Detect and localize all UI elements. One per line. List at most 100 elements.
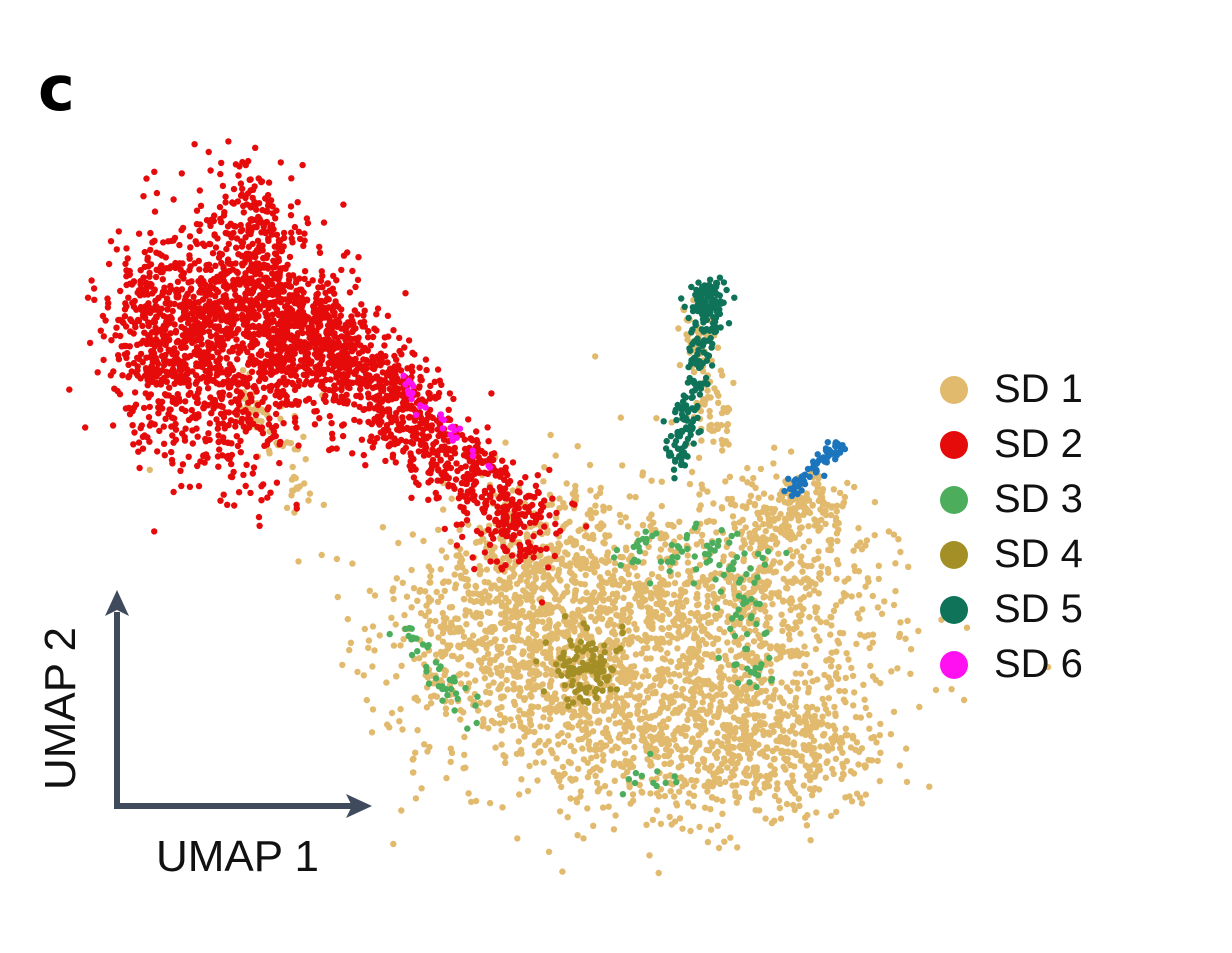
data-point xyxy=(462,612,469,619)
data-point xyxy=(167,282,174,290)
data-point xyxy=(800,504,807,511)
data-point xyxy=(200,373,207,381)
data-point xyxy=(643,638,650,645)
data-point xyxy=(171,415,178,422)
data-point xyxy=(169,366,177,373)
data-point xyxy=(787,536,794,543)
data-point xyxy=(832,755,840,762)
data-point xyxy=(462,568,469,575)
data-point xyxy=(472,677,479,684)
data-point xyxy=(588,754,595,762)
data-point xyxy=(498,662,505,669)
data-point xyxy=(147,261,155,268)
data-point xyxy=(594,626,602,633)
data-point xyxy=(88,277,95,284)
data-point xyxy=(746,545,754,552)
data-point xyxy=(963,624,971,631)
data-point xyxy=(710,438,717,445)
data-point xyxy=(798,611,805,619)
data-point xyxy=(729,697,736,705)
data-point xyxy=(186,483,194,490)
data-point xyxy=(813,809,820,816)
data-point xyxy=(787,606,794,614)
data-point xyxy=(948,686,955,693)
data-point xyxy=(265,404,272,411)
data-point xyxy=(163,295,171,302)
data-point xyxy=(481,675,488,682)
data-point xyxy=(621,738,629,745)
data-point xyxy=(572,587,579,594)
data-point xyxy=(653,807,661,814)
data-point xyxy=(866,644,873,652)
data-point xyxy=(854,542,861,549)
data-point xyxy=(833,508,840,515)
data-point xyxy=(532,567,539,575)
data-point xyxy=(639,521,647,529)
data-point xyxy=(109,422,117,429)
data-point xyxy=(687,827,694,835)
data-point xyxy=(805,689,812,696)
data-point xyxy=(721,838,728,845)
data-point xyxy=(225,138,232,145)
data-point xyxy=(796,524,804,532)
data-point xyxy=(146,269,153,277)
data-point xyxy=(788,560,795,568)
data-point xyxy=(563,583,571,590)
data-point xyxy=(741,721,748,728)
data-point xyxy=(577,793,584,800)
data-point xyxy=(485,682,492,689)
data-point xyxy=(760,490,768,497)
data-point xyxy=(869,592,876,600)
data-point xyxy=(526,707,534,715)
data-point xyxy=(316,249,324,256)
data-point xyxy=(567,742,574,750)
data-point xyxy=(173,339,181,346)
data-point xyxy=(842,674,849,682)
data-point xyxy=(752,627,759,634)
data-point xyxy=(809,717,816,724)
data-point xyxy=(629,791,637,798)
data-point xyxy=(484,650,492,657)
data-point xyxy=(742,779,750,787)
data-point xyxy=(691,625,699,632)
data-point xyxy=(703,603,711,611)
data-point xyxy=(237,180,245,187)
data-point xyxy=(182,373,189,380)
data-point xyxy=(226,348,233,355)
data-point xyxy=(722,778,729,786)
data-point xyxy=(594,779,601,787)
data-point xyxy=(871,498,879,506)
data-point xyxy=(771,771,778,778)
data-point xyxy=(221,209,228,216)
data-point xyxy=(265,228,272,235)
data-point xyxy=(608,639,615,646)
data-point xyxy=(890,601,898,609)
data-point xyxy=(100,333,108,340)
data-point xyxy=(257,425,264,432)
data-point xyxy=(195,482,203,490)
data-point xyxy=(239,373,246,381)
data-point xyxy=(141,248,148,256)
data-point xyxy=(915,627,922,635)
data-point xyxy=(736,755,744,762)
data-point xyxy=(814,767,822,774)
data-point xyxy=(132,323,139,331)
data-point xyxy=(731,524,739,532)
data-point xyxy=(502,753,509,760)
data-point xyxy=(818,563,825,570)
data-point xyxy=(806,591,813,598)
data-point xyxy=(657,820,665,828)
data-point xyxy=(347,639,355,646)
data-point xyxy=(597,484,604,492)
data-point xyxy=(264,437,272,445)
data-point xyxy=(625,627,632,634)
data-point xyxy=(714,729,721,737)
data-point xyxy=(718,702,725,710)
data-point xyxy=(288,229,295,236)
data-point xyxy=(295,558,302,565)
data-point xyxy=(897,548,904,556)
data-point xyxy=(560,523,567,530)
data-point xyxy=(211,398,218,405)
data-point xyxy=(752,484,759,492)
data-point xyxy=(618,695,625,702)
